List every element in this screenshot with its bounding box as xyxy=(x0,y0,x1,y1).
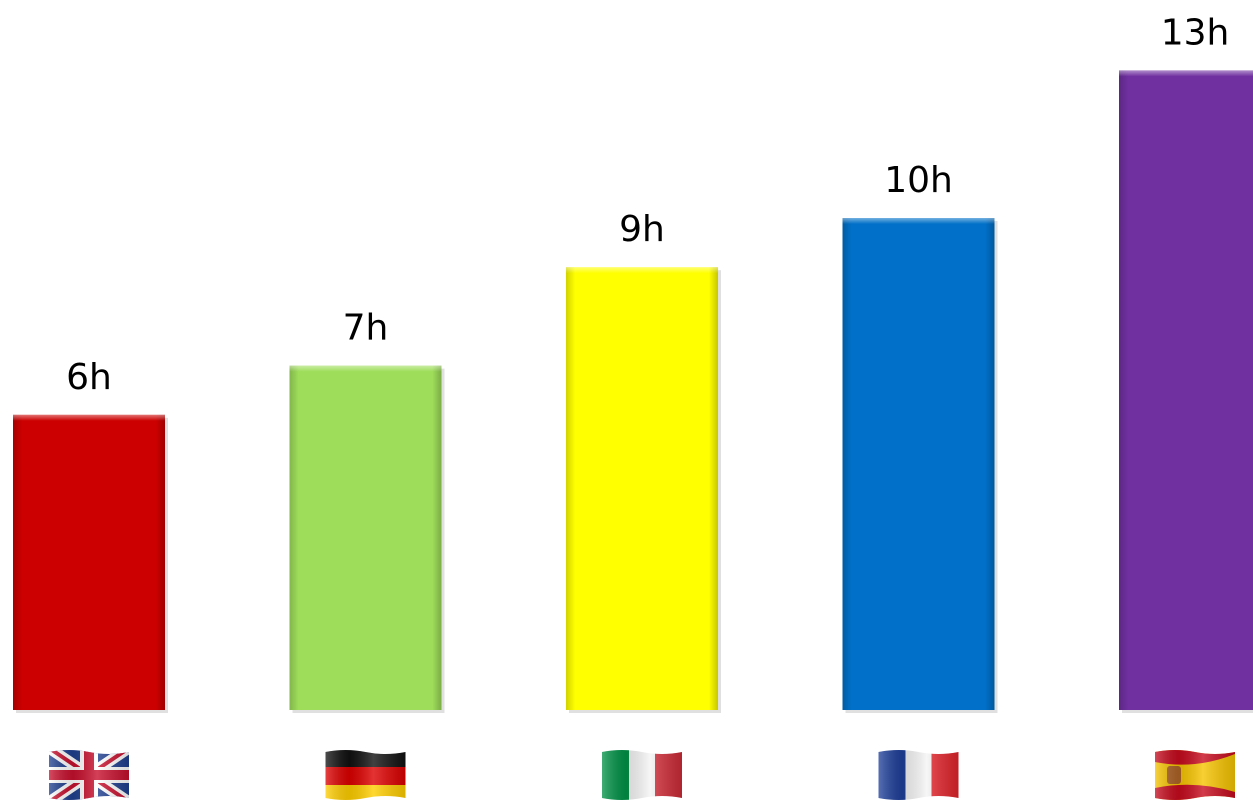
bar-spain xyxy=(1119,70,1253,713)
bar-germany xyxy=(289,365,445,713)
italy-flag-icon xyxy=(602,750,682,800)
bar-france xyxy=(842,218,998,713)
france-flag-icon xyxy=(878,750,959,800)
germany-flag-icon xyxy=(325,750,406,800)
value-label: 13h xyxy=(1161,12,1230,53)
uk-flag-icon xyxy=(49,750,129,800)
bar-uk xyxy=(13,414,168,713)
bar-italy xyxy=(566,267,721,713)
spain-flag-icon xyxy=(1155,750,1235,800)
value-label: 9h xyxy=(619,209,665,250)
value-label: 6h xyxy=(66,357,112,398)
value-label: 10h xyxy=(884,160,953,201)
value-label: 7h xyxy=(343,308,389,349)
